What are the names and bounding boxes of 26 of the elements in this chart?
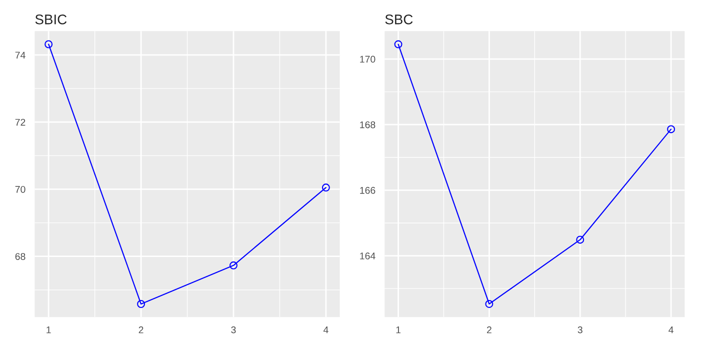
x-tick-label: 2 <box>138 326 144 334</box>
x-tick-label: 3 <box>578 326 582 334</box>
point <box>229 261 238 270</box>
point <box>44 40 53 48</box>
point <box>322 184 330 192</box>
y-tick-label: 168 <box>360 121 376 128</box>
x-tick-label: 4 <box>323 326 328 334</box>
point <box>394 40 402 48</box>
chart-title: SBC <box>385 14 413 24</box>
point <box>137 300 146 308</box>
x-tick-label: 1 <box>396 326 401 334</box>
point <box>485 300 494 308</box>
point <box>576 236 584 244</box>
y-tick-label: 74 <box>15 52 26 58</box>
x-tick-label: 4 <box>668 326 674 334</box>
y-tick-label: 166 <box>360 186 376 194</box>
y-tick-label: 164 <box>360 252 376 260</box>
y-tick-label: 72 <box>15 118 26 126</box>
y-tick-label: 170 <box>360 56 376 63</box>
chart-title: SBIC <box>35 14 67 24</box>
x-tick-label: 1 <box>46 326 51 334</box>
x-tick-label: 2 <box>486 326 492 334</box>
y-tick-label: 70 <box>15 186 26 193</box>
y-tick-label: 68 <box>15 253 26 260</box>
x-tick-label: 3 <box>231 326 236 334</box>
point <box>667 125 676 134</box>
